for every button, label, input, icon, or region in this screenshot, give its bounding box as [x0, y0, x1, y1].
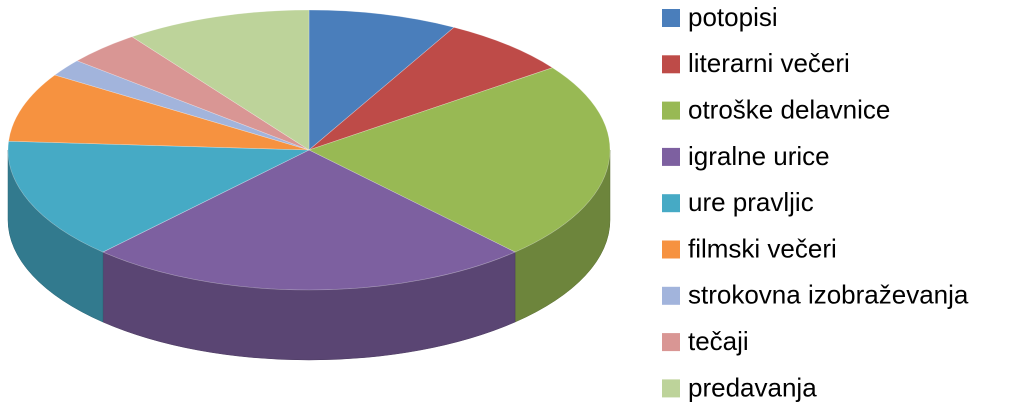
- legend-label: tečaji: [688, 326, 749, 356]
- pie-slice: [308, 9, 455, 151]
- legend-swatch: [662, 55, 680, 74]
- legend-swatch: [662, 240, 680, 259]
- pie-slice: [308, 67, 611, 253]
- legend-swatch: [662, 194, 680, 213]
- legend-label: literarni večeri: [688, 48, 850, 78]
- legend-swatch: [662, 101, 680, 120]
- pie-slice: [8, 74, 310, 151]
- legend-label: strokovna izobraževanja: [688, 280, 969, 310]
- legend-swatch: [662, 9, 680, 27]
- legend-label: potopisi: [688, 2, 778, 32]
- pie-slice: [54, 60, 310, 151]
- pie-slice: [131, 9, 310, 151]
- legend-label: igralne urice: [688, 141, 830, 171]
- slice-side: [7, 149, 104, 323]
- pie-slice: [76, 36, 310, 151]
- legend-swatch: [662, 147, 680, 166]
- legend-swatch: [662, 379, 680, 398]
- legend-label: predavanja: [688, 372, 817, 402]
- legend-label: ure pravljic: [688, 187, 814, 217]
- legend-swatch: [662, 286, 680, 305]
- pie-slice: [308, 26, 554, 151]
- legend-label: filmski večeri: [688, 233, 837, 263]
- legend-label: otroške delavnice: [688, 94, 890, 124]
- pie-slice: [7, 140, 310, 253]
- legend-swatch: [662, 333, 680, 352]
- pie-slice: [102, 149, 516, 291]
